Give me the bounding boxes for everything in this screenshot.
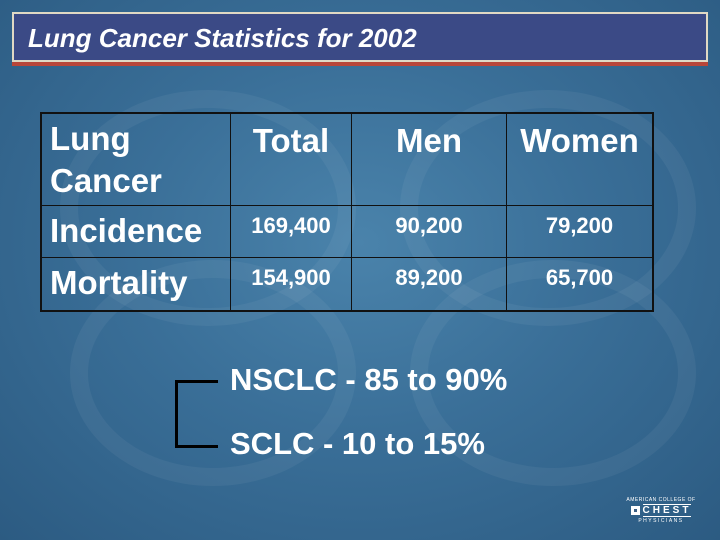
table-corner-cell: Lung Cancer <box>40 112 231 206</box>
mortality-women: 65,700 <box>506 256 654 312</box>
table-row: Incidence 169,400 90,200 79,200 <box>40 204 654 258</box>
row-label-mortality: Mortality <box>40 256 231 312</box>
incidence-men: 90,200 <box>351 204 507 258</box>
logo-bottom-text: PHYSICIANS <box>638 518 684 524</box>
statistics-table: Lung Cancer Total Men Women Incidence 16… <box>40 112 654 312</box>
corner-label-line: Lung <box>50 120 131 157</box>
logo-mark-icon <box>630 506 640 515</box>
column-header-total: Total <box>230 112 352 206</box>
incidence-women: 79,200 <box>506 204 654 258</box>
logo-top-text: AMERICAN COLLEGE OF <box>626 497 696 503</box>
table-row: Mortality 154,900 89,200 65,700 <box>40 256 654 312</box>
chest-logo: AMERICAN COLLEGE OF CHEST PHYSICIANS <box>620 497 702 525</box>
column-header-women: Women <box>506 112 654 206</box>
subtype-bracket <box>175 380 218 448</box>
title-bar: Lung Cancer Statistics for 2002 <box>12 12 708 62</box>
corner-label-line: Cancer <box>50 162 162 199</box>
table-header-row: Lung Cancer Total Men Women <box>40 112 654 206</box>
sclc-note: SCLC - 10 to 15% <box>230 426 485 461</box>
incidence-total: 169,400 <box>230 204 352 258</box>
slide-title: Lung Cancer Statistics for 2002 <box>28 23 417 53</box>
column-header-men: Men <box>351 112 507 206</box>
mortality-total: 154,900 <box>230 256 352 312</box>
logo-name: CHEST <box>642 504 692 517</box>
row-label-incidence: Incidence <box>40 204 231 258</box>
mortality-men: 89,200 <box>351 256 507 312</box>
nsclc-note: NSCLC - 85 to 90% <box>230 362 508 397</box>
